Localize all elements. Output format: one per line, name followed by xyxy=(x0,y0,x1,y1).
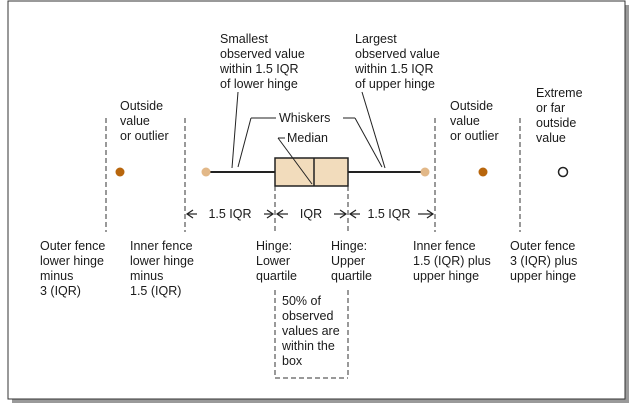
label-line: upper hinge xyxy=(413,269,479,283)
label-line: Inner fence xyxy=(413,239,476,253)
outer-fence-low-label: Outer fence lower hinge minus 3 (IQR) xyxy=(40,239,105,298)
hinge-upper-label: Hinge: Upper quartile xyxy=(331,239,372,283)
label-line: box xyxy=(282,354,303,368)
inner-fence-high-label: Inner fence 1.5 (IQR) plus upper hinge xyxy=(413,239,491,283)
hinge-lower-label: Hinge: Lower quartile xyxy=(256,239,297,283)
label-line: lower hinge xyxy=(130,254,194,268)
label-line: 3 (IQR) plus xyxy=(510,254,577,268)
range-right-label: 1.5 IQR xyxy=(367,207,410,221)
label-line: 1.5 (IQR) xyxy=(130,284,181,298)
label-line: observed value xyxy=(220,47,305,61)
label-line: 1.5 (IQR) plus xyxy=(413,254,491,268)
label-line: within 1.5 IQR xyxy=(219,62,299,76)
label-line: within 1.5 IQR xyxy=(354,62,434,76)
label-line: or outlier xyxy=(450,129,499,143)
outside-left-label: Outside value or outlier xyxy=(120,99,169,143)
label-line: upper hinge xyxy=(510,269,576,283)
label-line: Hinge: xyxy=(331,239,367,253)
label-line: value xyxy=(450,114,480,128)
label-line: Outer fence xyxy=(40,239,105,253)
outer-fence-high-label: Outer fence 3 (IQR) plus upper hinge xyxy=(510,239,577,283)
extreme-value-dot xyxy=(557,166,569,178)
outside-right-label: Outside value or outlier xyxy=(450,99,499,143)
arrow-right-a-head xyxy=(348,209,357,219)
label-line: observed xyxy=(282,309,333,323)
label-line: quartile xyxy=(331,269,372,283)
label-line: Inner fence xyxy=(130,239,193,253)
diagram-frame xyxy=(7,0,626,400)
upper-hinge-dot xyxy=(420,167,430,177)
whiskers-label: Whiskers xyxy=(279,111,330,125)
label-line: Largest xyxy=(355,32,397,46)
arrow-left-1a-head xyxy=(185,209,194,219)
range-arrows xyxy=(185,209,435,219)
label-line: observed value xyxy=(355,47,440,61)
range-left-label: 1.5 IQR xyxy=(208,207,251,221)
smallest-label: Smallest observed value within 1.5 IQR of l… xyxy=(219,32,305,91)
label-line: Extreme xyxy=(536,86,583,100)
fifty-percent-label: 50% of observed values are within the box xyxy=(281,294,340,368)
outlier-right-dot xyxy=(478,167,488,177)
label-line: of upper hinge xyxy=(355,77,435,91)
inner-fence-low-label: Inner fence lower hinge minus 1.5 (IQR) xyxy=(130,239,194,298)
label-line: value xyxy=(536,131,566,145)
arrow-mid-a-head xyxy=(275,209,284,219)
label-line: Outer fence xyxy=(510,239,575,253)
range-mid-label: IQR xyxy=(300,207,322,221)
arrow-right-b-head xyxy=(426,209,435,219)
label-line: Upper xyxy=(331,254,365,268)
label-line: Lower xyxy=(256,254,290,268)
label-line: quartile xyxy=(256,269,297,283)
lower-hinge-dot xyxy=(201,167,211,177)
label-line: value xyxy=(120,114,150,128)
label-line: minus xyxy=(40,269,73,283)
label-line: 3 (IQR) xyxy=(40,284,81,298)
label-line: Hinge: xyxy=(256,239,292,253)
label-line: Smallest xyxy=(220,32,268,46)
median-label: Median xyxy=(287,131,328,145)
label-line: outside xyxy=(536,116,576,130)
arrow-mid-b-head xyxy=(339,209,348,219)
smallest-leader xyxy=(231,91,239,169)
whiskers-leader-left-diag xyxy=(237,117,252,168)
largest-label: Largest observed value within 1.5 IQR of up… xyxy=(354,32,440,91)
arrow-left-1b-head xyxy=(266,209,275,219)
extreme-label: Extreme or far outside value xyxy=(536,86,583,145)
iqr-box xyxy=(274,157,349,187)
label-line: lower hinge xyxy=(40,254,104,268)
label-line: or far xyxy=(536,101,565,115)
label-line: values are xyxy=(282,324,340,338)
outlier-left-dot xyxy=(115,167,125,177)
label-line: Outside xyxy=(120,99,163,113)
label-line: or outlier xyxy=(120,129,169,143)
label-line: within the xyxy=(281,339,335,353)
largest-leader xyxy=(361,91,386,169)
whiskers-leader-right-diag xyxy=(354,117,383,168)
label-line: of lower hinge xyxy=(220,77,298,91)
label-line: Outside xyxy=(450,99,493,113)
label-line: 50% of xyxy=(282,294,321,308)
label-line: minus xyxy=(130,269,163,283)
median-leader-diag xyxy=(277,137,313,185)
